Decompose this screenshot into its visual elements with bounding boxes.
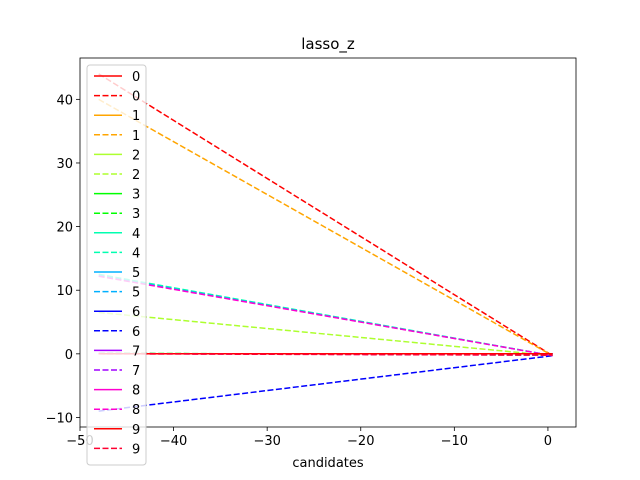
legend-label-12: 6 — [132, 305, 140, 320]
legend-label-17: 8 — [132, 403, 140, 418]
legend-label-11: 5 — [132, 286, 140, 301]
legend-label-7: 3 — [132, 207, 140, 222]
legend-label-18: 9 — [132, 423, 140, 438]
series-line-17 — [98, 275, 553, 357]
legend-label-10: 5 — [132, 266, 140, 281]
legend-label-9: 4 — [132, 246, 140, 261]
legend-label-5: 2 — [132, 168, 140, 183]
legend-label-3: 1 — [132, 129, 140, 144]
y-tick-label: 20 — [56, 221, 73, 236]
x-tick-label: −20 — [347, 434, 374, 449]
legend-label-1: 0 — [132, 90, 140, 105]
legend-label-15: 7 — [132, 364, 140, 379]
chart-title: lasso_z — [301, 35, 355, 54]
x-axis-label: candidates — [292, 456, 364, 471]
legend-label-6: 3 — [132, 188, 140, 203]
legend-label-16: 8 — [132, 384, 140, 399]
legend: 0 0 1 1 2 2 3 3 4 4 5 5 6 6 7 7 8 8 9 9 — [86, 64, 147, 466]
legend-label-14: 7 — [132, 344, 140, 359]
series-line-5 — [98, 311, 553, 357]
x-tick-label: −30 — [253, 434, 280, 449]
y-tick-label: 10 — [56, 284, 73, 299]
legend-label-0: 0 — [132, 70, 140, 85]
x-tick-label: −40 — [160, 434, 187, 449]
series-line-1 — [98, 73, 553, 357]
x-tick-label: 0 — [544, 434, 552, 449]
x-tick-label: −10 — [441, 434, 468, 449]
legend-label-13: 6 — [132, 325, 140, 340]
legend-label-2: 1 — [132, 109, 140, 124]
y-tick-label: 0 — [65, 348, 73, 363]
axes-frame — [79, 57, 577, 428]
y-tick-label: 30 — [56, 157, 73, 172]
legend-label-19: 9 — [132, 442, 140, 457]
y-tick-label: 40 — [56, 93, 73, 108]
legend-label-8: 4 — [132, 227, 140, 242]
y-tick-label: −10 — [46, 411, 73, 426]
series-line-19 — [98, 353, 553, 356]
series-line-3 — [98, 98, 553, 357]
legend-box — [86, 64, 147, 466]
legend-label-4: 2 — [132, 148, 140, 163]
